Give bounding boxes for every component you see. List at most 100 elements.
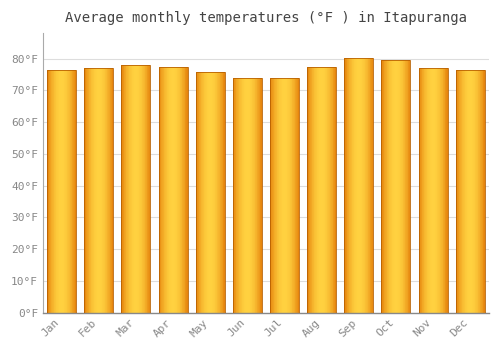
Bar — [464, 70, 465, 313]
Bar — [233, 78, 262, 313]
Bar — [437, 68, 438, 313]
Bar — [101, 68, 102, 313]
Bar — [143, 65, 144, 313]
Bar — [351, 58, 352, 313]
Bar — [446, 68, 447, 313]
Bar — [425, 68, 426, 313]
Bar — [462, 70, 463, 313]
Bar — [136, 65, 138, 313]
Bar — [293, 78, 294, 313]
Bar — [476, 70, 477, 313]
Bar — [201, 72, 202, 313]
Bar — [68, 70, 69, 313]
Bar — [242, 78, 243, 313]
Bar — [372, 58, 374, 313]
Bar — [146, 65, 148, 313]
Bar — [393, 60, 394, 313]
Bar — [202, 72, 203, 313]
Bar — [470, 70, 471, 313]
Bar — [370, 58, 371, 313]
Bar — [436, 68, 437, 313]
Bar — [184, 66, 186, 313]
Bar — [144, 65, 146, 313]
Bar — [361, 58, 362, 313]
Bar — [438, 68, 439, 313]
Bar — [289, 78, 290, 313]
Bar — [367, 58, 368, 313]
Bar — [324, 66, 326, 313]
Bar — [74, 70, 76, 313]
Bar — [132, 65, 133, 313]
Bar — [135, 65, 136, 313]
Bar — [251, 78, 252, 313]
Bar — [319, 66, 320, 313]
Title: Average monthly temperatures (°F ) in Itapuranga: Average monthly temperatures (°F ) in It… — [65, 11, 467, 25]
Bar — [479, 70, 480, 313]
Bar — [237, 78, 238, 313]
Bar — [286, 78, 288, 313]
Bar — [142, 65, 143, 313]
Bar — [140, 65, 141, 313]
Bar — [276, 78, 278, 313]
Bar — [252, 78, 253, 313]
Bar — [402, 60, 403, 313]
Bar — [164, 66, 165, 313]
Bar — [392, 60, 393, 313]
Bar — [124, 65, 125, 313]
Bar — [186, 66, 187, 313]
Bar — [284, 78, 285, 313]
Bar — [90, 68, 92, 313]
Bar — [253, 78, 254, 313]
Bar — [363, 58, 364, 313]
Bar — [222, 72, 223, 313]
Bar — [468, 70, 469, 313]
Bar — [223, 72, 224, 313]
Bar — [272, 78, 273, 313]
Bar — [484, 70, 485, 313]
Bar — [88, 68, 90, 313]
Bar — [122, 65, 123, 313]
Bar — [382, 60, 410, 313]
Bar — [294, 78, 296, 313]
Bar — [472, 70, 473, 313]
Bar — [84, 68, 113, 313]
Bar — [55, 70, 56, 313]
Bar — [346, 58, 347, 313]
Bar — [270, 78, 272, 313]
Bar — [71, 70, 72, 313]
Bar — [418, 68, 448, 313]
Bar — [182, 66, 183, 313]
Bar — [123, 65, 124, 313]
Bar — [471, 70, 472, 313]
Bar — [212, 72, 213, 313]
Bar — [213, 72, 214, 313]
Bar — [441, 68, 442, 313]
Bar — [431, 68, 432, 313]
Bar — [344, 58, 374, 313]
Bar — [249, 78, 250, 313]
Bar — [328, 66, 329, 313]
Bar — [460, 70, 461, 313]
Bar — [329, 66, 330, 313]
Bar — [236, 78, 237, 313]
Bar — [364, 58, 366, 313]
Bar — [382, 60, 383, 313]
Bar — [469, 70, 470, 313]
Bar — [171, 66, 172, 313]
Bar — [52, 70, 53, 313]
Bar — [158, 66, 160, 313]
Bar — [347, 58, 348, 313]
Bar — [430, 68, 431, 313]
Bar — [172, 66, 173, 313]
Bar — [258, 78, 259, 313]
Bar — [246, 78, 248, 313]
Bar — [401, 60, 402, 313]
Bar — [168, 66, 170, 313]
Bar — [127, 65, 128, 313]
Bar — [358, 58, 359, 313]
Bar — [180, 66, 181, 313]
Bar — [244, 78, 245, 313]
Bar — [216, 72, 218, 313]
Bar — [465, 70, 466, 313]
Bar — [56, 70, 57, 313]
